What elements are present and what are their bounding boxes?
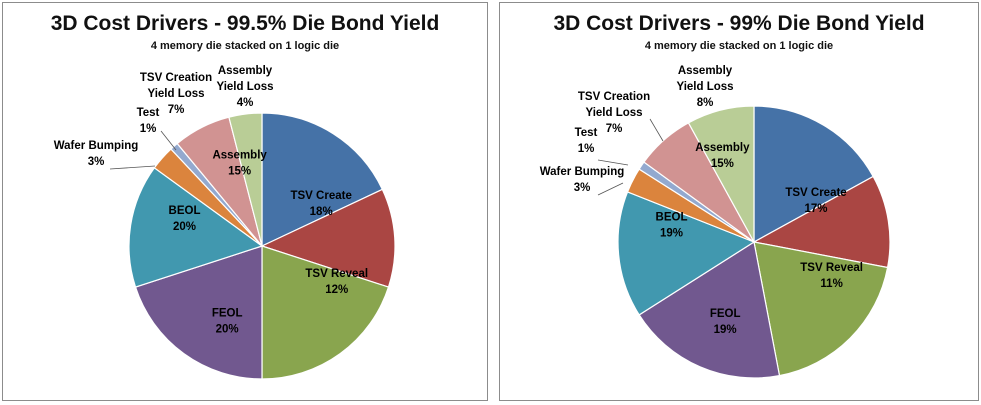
slice-label-wafer-bumping: Wafer Bumping 3% bbox=[540, 166, 625, 194]
slice-label-beol: BEOL 20% bbox=[169, 205, 201, 233]
chart-subtitle: 4 memory die stacked on 1 logic die bbox=[150, 40, 340, 52]
slice-label-assembly-yield-loss: Assembly Yield Loss 8% bbox=[676, 65, 733, 109]
leader-line-tsv-creation-yield-loss bbox=[649, 118, 664, 142]
leader-line-wafer-bumping bbox=[597, 182, 624, 196]
slice-label-tsv-reveal: TSV Reveal 11% bbox=[800, 262, 863, 290]
chart-panel-1: 3D Cost Drivers - 99.5% Die Bond Yield 4… bbox=[2, 2, 488, 401]
slice-label-assembly: Assembly 15% bbox=[695, 142, 750, 170]
slice-label-assembly: Assembly 15% bbox=[212, 149, 267, 177]
slice-label-tsv-create: TSV Create 18% bbox=[290, 190, 351, 218]
leader-line-test bbox=[597, 159, 629, 166]
slice-label-tsv-creation-yield-loss: TSV Creation Yield Loss 7% bbox=[140, 72, 212, 116]
pie-chart-2: TSV Create 17% TSV Reveal 11% FEOL 19% BEOL 19%… bbox=[540, 65, 891, 379]
pie-slice-beol bbox=[638, 241, 781, 379]
chart-title: 3D Cost Drivers - 99.5% Die Bond Yield bbox=[50, 12, 440, 35]
chart-panel-2: 3D Cost Drivers - 99% Die Bond Yield 4 m… bbox=[499, 2, 979, 401]
pie-slice-beol bbox=[134, 245, 263, 380]
slice-label-tsv-reveal: TSV Reveal 12% bbox=[305, 268, 368, 296]
pie-slice-feol bbox=[261, 245, 390, 380]
pie-slice-assembly-yield-loss bbox=[687, 105, 755, 243]
slice-label-feol: FEOL 19% bbox=[710, 308, 741, 336]
slice-label-tsv-create: TSV Create 17% bbox=[785, 187, 846, 215]
slice-label-tsv-creation-yield-loss: TSV Creation Yield Loss 7% bbox=[578, 91, 650, 135]
chart-subtitle: 4 memory die stacked on 1 logic die bbox=[644, 40, 834, 52]
leader-line-test bbox=[160, 130, 177, 151]
slice-label-feol: FEOL 20% bbox=[212, 308, 243, 336]
slice-label-wafer-bumping: Wafer Bumping 3% bbox=[54, 140, 139, 168]
pie-slice-assembly bbox=[128, 166, 264, 288]
pie-slice-tsv-create bbox=[261, 112, 384, 247]
pie-slice-tsv-reveal bbox=[752, 175, 891, 269]
slice-label-beol: BEOL 19% bbox=[656, 211, 688, 239]
pie-slice-tsv-reveal bbox=[260, 188, 396, 288]
chart-title: 3D Cost Drivers - 99% Die Bond Yield bbox=[553, 12, 925, 35]
leader-line-wafer-bumping bbox=[109, 165, 156, 170]
pie-slice-assembly bbox=[617, 191, 756, 316]
slice-label-assembly-yield-loss: Assembly Yield Loss 4% bbox=[216, 65, 273, 109]
pie-chart-1: TSV Create 18% TSV Reveal 12% FEOL 20% BEOL 20%… bbox=[54, 65, 396, 380]
pie-slice-assembly-yield-loss bbox=[228, 112, 263, 247]
pie-slice-feol bbox=[753, 241, 889, 377]
pie-slice-tsv-create bbox=[753, 105, 874, 244]
slice-label-test: Test 1% bbox=[575, 127, 598, 155]
slice-label-test: Test 1% bbox=[137, 107, 160, 135]
